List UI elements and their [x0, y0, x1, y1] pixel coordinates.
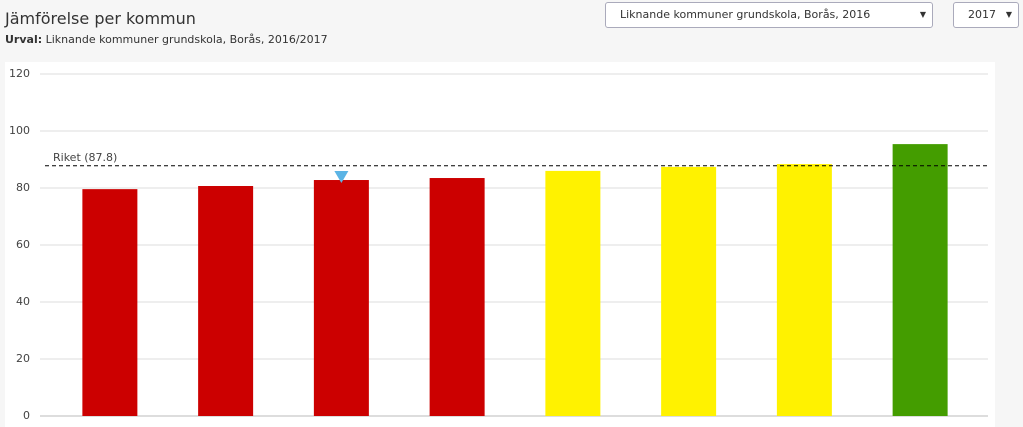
bar — [313, 180, 369, 416]
bar — [429, 178, 485, 416]
y-tick-label: 40 — [16, 295, 30, 308]
y-tick-label: 60 — [16, 238, 30, 251]
bar — [776, 164, 832, 416]
reference-label: Riket (87.8) — [53, 151, 117, 164]
subtitle-text: Liknande kommuner grundskola, Borås, 201… — [45, 33, 328, 46]
bar — [545, 170, 601, 416]
dropdown-arrow: ▼ — [1005, 10, 1012, 19]
dropdown-text: 2017 — [968, 8, 996, 21]
dropdown-text: Liknande kommuner grundskola, Borås, 201… — [620, 8, 871, 21]
y-tick-label: 80 — [16, 181, 30, 194]
y-tick-label: 100 — [9, 124, 30, 137]
year-dropdown[interactable]: 2017 ▼ — [953, 2, 1019, 28]
bar — [82, 189, 138, 416]
bar — [892, 144, 948, 417]
dropdown-arrow: ▼ — [919, 10, 926, 19]
y-tick-label: 120 — [9, 67, 30, 80]
bar — [198, 186, 254, 416]
page-title: Jämförelse per kommun — [5, 9, 196, 28]
y-tick-label: 20 — [16, 352, 30, 365]
selection-dropdown[interactable]: Liknande kommuner grundskola, Borås, 201… — [605, 2, 933, 28]
y-tick-label: 0 — [23, 409, 30, 422]
subtitle-label: Urval: — [5, 33, 43, 46]
subtitle: Urval: Liknande kommuner grundskola, Bor… — [5, 33, 328, 46]
highlight-marker — [334, 171, 349, 184]
bar — [661, 166, 717, 416]
